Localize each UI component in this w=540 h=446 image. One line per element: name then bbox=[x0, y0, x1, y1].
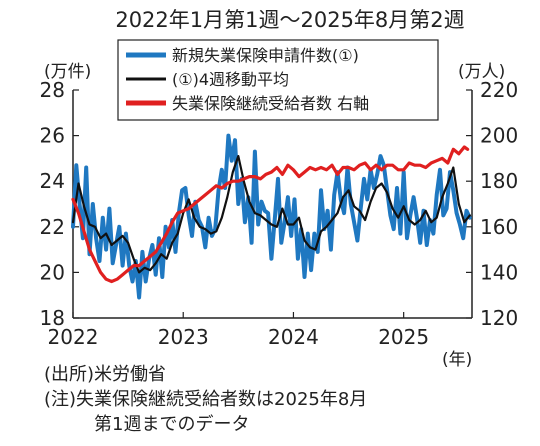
x-tick-label: 2022 bbox=[48, 325, 99, 349]
x-tick-label: 2023 bbox=[158, 325, 209, 349]
plot-lines bbox=[71, 133, 472, 300]
left-tick-label: 20 bbox=[40, 260, 65, 284]
legend-label-continuing-claims: 失業保険継続受給者数 右軸 bbox=[172, 94, 369, 113]
legend-box bbox=[117, 39, 439, 121]
legend-label-moving-average: (①)4週移動平均 bbox=[172, 70, 289, 89]
x-tick-label: 2024 bbox=[268, 325, 319, 349]
right-tick-label: 200 bbox=[480, 124, 518, 148]
x-axis-unit: (年) bbox=[442, 350, 472, 370]
footnote-line-2: 第1週までのデータ bbox=[94, 414, 250, 435]
x-tick-label: 2025 bbox=[378, 325, 429, 349]
left-axis-unit: (万件) bbox=[44, 62, 91, 82]
right-tick-label: 220 bbox=[480, 78, 518, 102]
footnote-line-1: (注)失業保険継続受給者数は2025年8月 bbox=[44, 389, 368, 410]
left-tick-label: 24 bbox=[40, 169, 65, 193]
right-tick-label: 180 bbox=[480, 169, 518, 193]
series-line-moving-average bbox=[71, 155, 471, 274]
left-tick-label: 26 bbox=[40, 124, 65, 148]
series-line-continuing-claims bbox=[71, 145, 470, 284]
left-tick-label: 18 bbox=[40, 306, 65, 330]
legend-label-new-claims: 新規失業保険申請件数(①) bbox=[172, 46, 359, 65]
left-tick-label: 22 bbox=[40, 215, 65, 239]
series-line-new-claims bbox=[71, 133, 472, 300]
right-tick-label: 160 bbox=[480, 215, 518, 239]
footnotes: (出所)米労働省 (注)失業保険継続受給者数は2025年8月 第1週までのデータ bbox=[44, 362, 367, 437]
right-axis-unit: (万人) bbox=[458, 62, 505, 82]
chart-title: 2022年1月第1週～2025年8月第2週 bbox=[115, 8, 464, 32]
right-tick-label: 120 bbox=[480, 306, 518, 330]
right-tick-label: 140 bbox=[480, 260, 518, 284]
left-tick-label: 28 bbox=[40, 78, 65, 102]
source-note: (出所)米労働省 bbox=[44, 364, 167, 385]
